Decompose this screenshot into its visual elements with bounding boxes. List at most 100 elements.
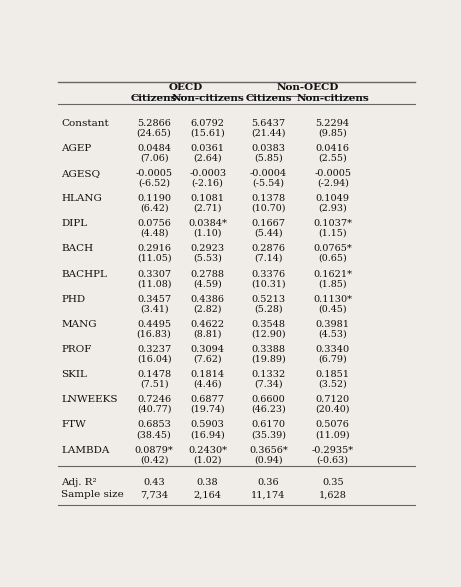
Text: 0.3981: 0.3981 <box>316 320 350 329</box>
Text: 0.2876: 0.2876 <box>251 244 285 254</box>
Text: 0.3094: 0.3094 <box>191 345 225 354</box>
Text: DIPL: DIPL <box>61 220 87 228</box>
Text: 0.7246: 0.7246 <box>137 395 171 404</box>
Text: (35.39): (35.39) <box>251 430 286 439</box>
Text: (5.44): (5.44) <box>254 229 283 238</box>
Text: 0.0765*: 0.0765* <box>313 244 352 254</box>
Text: 0.4495: 0.4495 <box>137 320 171 329</box>
Text: 0.35: 0.35 <box>322 478 343 487</box>
Text: 0.0383: 0.0383 <box>251 144 285 153</box>
Text: (6.79): (6.79) <box>319 355 347 363</box>
Text: (1.15): (1.15) <box>319 229 347 238</box>
Text: 0.1130*: 0.1130* <box>313 295 352 303</box>
Text: 0.5213: 0.5213 <box>251 295 285 303</box>
Text: 11,174: 11,174 <box>251 491 286 500</box>
Text: 0.3376: 0.3376 <box>251 269 285 279</box>
Text: Adj. R²: Adj. R² <box>61 478 97 487</box>
Text: HLANG: HLANG <box>61 194 102 203</box>
Text: 0.0361: 0.0361 <box>191 144 225 153</box>
Text: -0.2935*: -0.2935* <box>312 446 354 455</box>
Text: 0.0879*: 0.0879* <box>135 446 173 455</box>
Text: 0.6170: 0.6170 <box>251 420 285 430</box>
Text: (7.62): (7.62) <box>193 355 222 363</box>
Text: 0.1667: 0.1667 <box>251 220 285 228</box>
Text: MANG: MANG <box>61 320 97 329</box>
Text: (5.85): (5.85) <box>254 153 283 163</box>
Text: 0.4386: 0.4386 <box>191 295 225 303</box>
Text: 0.1378: 0.1378 <box>251 194 285 203</box>
Text: (19.89): (19.89) <box>251 355 286 363</box>
Text: 6.0792: 6.0792 <box>191 119 225 128</box>
Text: (4.59): (4.59) <box>193 279 222 288</box>
Text: 0.7120: 0.7120 <box>316 395 350 404</box>
Text: (11.08): (11.08) <box>137 279 171 288</box>
Text: (10.70): (10.70) <box>251 204 286 212</box>
Text: 0.1190: 0.1190 <box>137 194 171 203</box>
Text: (0.65): (0.65) <box>319 254 347 263</box>
Text: 0.6600: 0.6600 <box>252 395 285 404</box>
Text: (16.94): (16.94) <box>190 430 225 439</box>
Text: 0.3307: 0.3307 <box>137 269 171 279</box>
Text: 0.3388: 0.3388 <box>251 345 285 354</box>
Text: (0.94): (0.94) <box>254 455 283 464</box>
Text: (3.41): (3.41) <box>140 304 168 313</box>
Text: (4.48): (4.48) <box>140 229 168 238</box>
Text: (24.65): (24.65) <box>137 128 171 137</box>
Text: (10.31): (10.31) <box>251 279 286 288</box>
Text: (1.02): (1.02) <box>194 455 222 464</box>
Text: (15.61): (15.61) <box>190 128 225 137</box>
Text: 0.1851: 0.1851 <box>316 370 350 379</box>
Text: (2.93): (2.93) <box>319 204 347 212</box>
Text: 0.1621*: 0.1621* <box>313 269 352 279</box>
Text: 0.36: 0.36 <box>258 478 279 487</box>
Text: 0.0756: 0.0756 <box>137 220 171 228</box>
Text: 0.3340: 0.3340 <box>316 345 350 354</box>
Text: 0.0384*: 0.0384* <box>188 220 227 228</box>
Text: Constant: Constant <box>61 119 109 128</box>
Text: AGESQ: AGESQ <box>61 169 100 178</box>
Text: (0.42): (0.42) <box>140 455 168 464</box>
Text: (3.52): (3.52) <box>319 380 347 389</box>
Text: 2,164: 2,164 <box>194 491 222 500</box>
Text: (0.45): (0.45) <box>319 304 347 313</box>
Text: (20.40): (20.40) <box>315 405 350 414</box>
Text: (19.74): (19.74) <box>190 405 225 414</box>
Text: (2.82): (2.82) <box>194 304 222 313</box>
Text: 0.43: 0.43 <box>143 478 165 487</box>
Text: 0.5076: 0.5076 <box>316 420 349 430</box>
Text: (46.23): (46.23) <box>251 405 286 414</box>
Text: 5.2866: 5.2866 <box>137 119 171 128</box>
Text: 0.6877: 0.6877 <box>191 395 225 404</box>
Text: (7.06): (7.06) <box>140 153 168 163</box>
Text: SKIL: SKIL <box>61 370 87 379</box>
Text: 1,628: 1,628 <box>319 491 347 500</box>
Text: (1.85): (1.85) <box>319 279 347 288</box>
Text: 5.6437: 5.6437 <box>251 119 285 128</box>
Text: AGEP: AGEP <box>61 144 91 153</box>
Text: (4.53): (4.53) <box>319 329 347 339</box>
Text: 0.5903: 0.5903 <box>191 420 225 430</box>
Text: Sample size: Sample size <box>61 491 124 500</box>
Text: Citizens: Citizens <box>245 95 292 103</box>
Text: 0.3548: 0.3548 <box>251 320 285 329</box>
Text: 0.1478: 0.1478 <box>137 370 171 379</box>
Text: (16.04): (16.04) <box>137 355 171 363</box>
Text: (2.55): (2.55) <box>319 153 347 163</box>
Text: (7.14): (7.14) <box>254 254 283 263</box>
Text: (6.42): (6.42) <box>140 204 168 212</box>
Text: 0.1081: 0.1081 <box>191 194 225 203</box>
Text: 0.1332: 0.1332 <box>251 370 285 379</box>
Text: (40.77): (40.77) <box>137 405 171 414</box>
Text: (-2.94): (-2.94) <box>317 178 349 187</box>
Text: PHD: PHD <box>61 295 85 303</box>
Text: (2.64): (2.64) <box>193 153 222 163</box>
Text: (-5.54): (-5.54) <box>253 178 284 187</box>
Text: FTW: FTW <box>61 420 86 430</box>
Text: -0.0005: -0.0005 <box>314 169 351 178</box>
Text: (4.46): (4.46) <box>193 380 222 389</box>
Text: 0.3656*: 0.3656* <box>249 446 288 455</box>
Text: 0.1037*: 0.1037* <box>313 220 352 228</box>
Text: OECD: OECD <box>169 83 203 92</box>
Text: BACH: BACH <box>61 244 93 254</box>
Text: -0.0003: -0.0003 <box>189 169 226 178</box>
